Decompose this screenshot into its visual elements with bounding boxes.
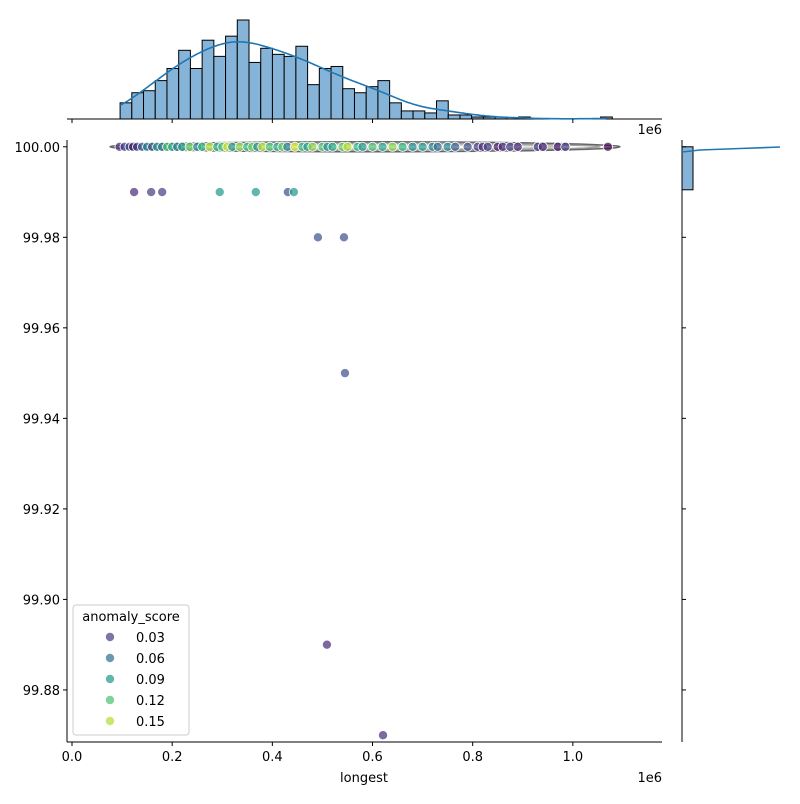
scatter-point — [312, 232, 323, 243]
scatter-point — [462, 141, 473, 152]
histogram-bar — [365, 86, 379, 120]
scatter-point — [417, 141, 428, 152]
scatter-point — [288, 187, 299, 198]
histogram-bar — [377, 80, 391, 120]
histogram-bar — [236, 19, 250, 120]
scatter-point — [338, 232, 349, 243]
legend: anomaly_score 0.03 0.06 0.09 0.12 0.15 — [72, 604, 190, 736]
scatter-point — [602, 141, 613, 152]
scatter-point — [321, 639, 332, 650]
kde-curve — [119, 40, 606, 120]
legend-marker — [105, 653, 116, 664]
x-offset-label: 1e6 — [637, 771, 662, 786]
histogram-bar — [318, 67, 332, 120]
histogram-bar — [189, 67, 203, 120]
legend-marker — [105, 674, 116, 685]
legend-marker — [105, 632, 116, 643]
y-tick-label: 99.88 — [23, 684, 60, 699]
x-tick-label: 0.0 — [62, 750, 83, 765]
scatter-point — [339, 368, 350, 379]
histogram-bar — [471, 116, 484, 120]
histogram-bar — [225, 35, 238, 120]
x-axis-label: longest — [340, 771, 388, 786]
scatter-point — [450, 141, 461, 152]
legend-label: 0.06 — [136, 652, 165, 667]
legend-label: 0.09 — [136, 673, 165, 688]
y-tick-label: 99.90 — [23, 593, 60, 608]
histogram-bar — [201, 39, 215, 120]
histogram-bar — [166, 67, 180, 120]
main-scatter-axes: 0.0 0.2 0.4 0.6 0.8 1.0 100.00 99.98 99.96 99.94 9… — [15, 119, 686, 765]
scatter-point — [250, 187, 261, 198]
scatter-point — [482, 141, 493, 152]
scatter-point — [512, 141, 523, 152]
histogram-bar — [213, 55, 227, 120]
histogram-bar — [260, 47, 273, 120]
x-tick-label: 0.4 — [262, 750, 283, 765]
histogram-bar — [154, 80, 168, 120]
y-tick-label: 100.00 — [15, 141, 61, 156]
histogram-bar — [295, 45, 309, 120]
scatter-point — [367, 141, 378, 152]
legend-label: 0.03 — [136, 631, 165, 646]
right-marginal-histogram — [681, 140, 781, 742]
histogram-bar — [353, 92, 367, 120]
scatter-point — [537, 141, 548, 152]
histogram-bar — [447, 114, 461, 120]
histogram-bar — [459, 114, 473, 120]
histogram-bar — [342, 88, 355, 120]
scatter-point — [432, 141, 443, 152]
scatter-point — [342, 141, 353, 152]
x-tick-label: 0.6 — [362, 750, 383, 765]
y-tick-label: 99.96 — [23, 322, 60, 337]
x-tick-label: 0.2 — [162, 750, 183, 765]
density-contour — [109, 141, 621, 153]
top-offset-label: 1e6 — [637, 123, 662, 138]
scatter-point — [357, 141, 368, 152]
scatter-point — [397, 141, 408, 152]
scatter-point — [146, 187, 157, 198]
legend-marker — [105, 695, 116, 706]
scatter-point — [157, 187, 168, 198]
histogram-bar — [248, 61, 262, 120]
x-tick-label: 1.0 — [563, 750, 584, 765]
kde-curve — [681, 146, 781, 153]
legend-marker — [105, 716, 116, 727]
histogram-bar — [412, 110, 426, 120]
histogram-bar — [400, 110, 414, 120]
legend-label: 0.12 — [136, 694, 165, 709]
histogram-bar — [307, 84, 320, 120]
histogram-bar — [143, 90, 156, 120]
scatter-point — [327, 141, 338, 152]
scatter-point — [214, 187, 225, 198]
top-marginal-histogram — [67, 19, 662, 120]
scatter-point — [387, 141, 398, 152]
legend-frame — [72, 604, 190, 736]
scatter-point — [377, 141, 388, 152]
legend-label: 0.15 — [136, 715, 165, 730]
y-tick-label: 99.94 — [23, 412, 60, 427]
histogram-bar — [681, 146, 694, 191]
histogram-bar — [424, 112, 438, 120]
x-tick-label: 0.8 — [462, 750, 483, 765]
scatter-point — [378, 730, 389, 741]
scatter-point — [407, 141, 418, 152]
scatter-point — [560, 141, 571, 152]
y-tick-label: 99.98 — [23, 231, 60, 246]
y-tick-label: 99.92 — [23, 503, 60, 518]
scatter-point — [307, 141, 318, 152]
scatter-point — [129, 187, 140, 198]
histogram-bar — [283, 55, 297, 120]
histogram-bar — [271, 53, 285, 120]
histogram-bar — [389, 102, 402, 120]
legend-title: anomaly_score — [82, 610, 180, 625]
